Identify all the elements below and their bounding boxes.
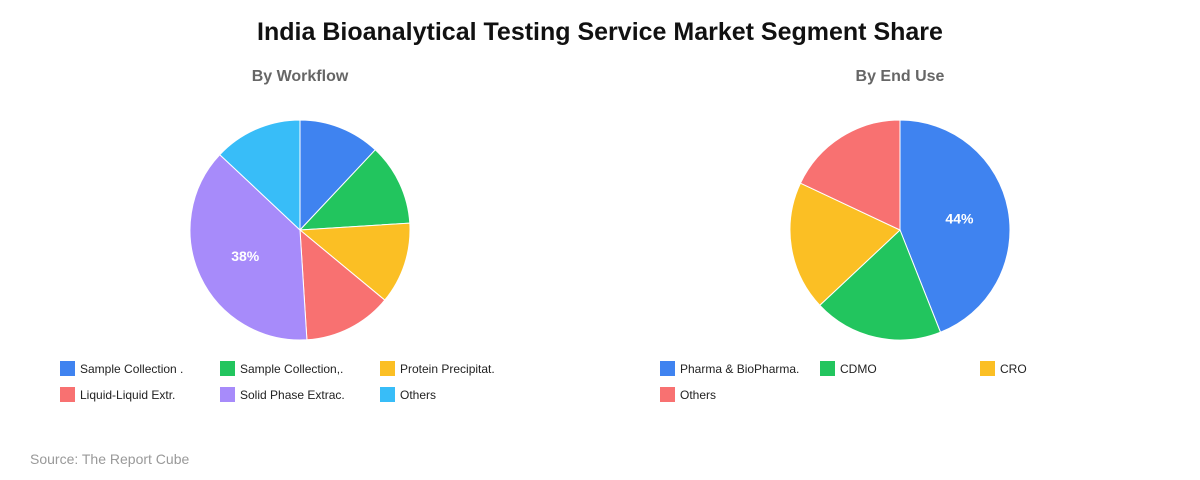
source-note: Source: The Report Cube — [30, 451, 190, 467]
legend-swatch — [220, 361, 235, 376]
legend-item-cdmo[interactable]: CDMO — [820, 361, 877, 376]
legend-item-liquid-liquid-extr[interactable]: Liquid-Liquid Extr. — [60, 387, 175, 402]
legend-label: Sample Collection . — [80, 361, 184, 376]
pie-slice-pharma-biopharma — [899, 119, 1011, 333]
legend-label: Solid Phase Extrac. — [240, 387, 345, 402]
legend-label: Pharma & BioPharma. — [680, 361, 800, 376]
legend-label: Others — [400, 387, 437, 402]
pie-slice-others — [219, 119, 301, 232]
legend-item-sample-collection[interactable]: Sample Collection,. — [220, 361, 343, 376]
legend-item-protein-precipitat[interactable]: Protein Precipitat. — [380, 361, 495, 376]
legend-label: CRO — [1000, 361, 1027, 376]
pie-slice-cro — [789, 182, 901, 307]
legend-label: CDMO — [840, 361, 877, 376]
legend-item-pharma-biopharma[interactable]: Pharma & BioPharma. — [660, 361, 799, 376]
slice-data-label: 38% — [231, 248, 260, 264]
legend-item-cro[interactable]: CRO — [980, 361, 1027, 376]
legend-swatch — [380, 387, 395, 402]
legend-item-others[interactable]: Others — [380, 387, 436, 402]
legend-swatch — [820, 361, 835, 376]
pie-slice-solid-phase-extrac — [189, 153, 308, 341]
workflow-pie: 38% — [189, 119, 411, 341]
legend-swatch — [980, 361, 995, 376]
legend-label: Liquid-Liquid Extr. — [80, 387, 176, 402]
slice-data-label: 44% — [945, 211, 974, 227]
pie-slice-protein-precipitat — [298, 222, 411, 301]
page-title: India Bioanalytical Testing Service Mark… — [257, 18, 943, 46]
legend-swatch — [660, 387, 675, 402]
pie-slice-cdmo — [819, 229, 942, 341]
chart-title-workflow: By Workflow — [251, 68, 349, 85]
legend-label: Sample Collection,. — [240, 361, 344, 376]
end-use-chart: By End Use 44% Pharma & BioPharma. CDMO CR… — [600, 0, 1200, 440]
pie-slice-sample-collection — [299, 119, 377, 232]
legend-swatch — [60, 361, 75, 376]
legend-swatch — [60, 387, 75, 402]
legend-swatch — [660, 361, 675, 376]
pie-slice-sample-collection — [298, 149, 411, 231]
legend-item-sample-collection[interactable]: Sample Collection . — [60, 361, 183, 376]
chart-title-end-use: By End Use — [855, 68, 945, 85]
legend-swatch — [220, 387, 235, 402]
legend-label: Protein Precipitat. — [400, 361, 495, 376]
pie-slice-liquid-liquid-extr — [299, 228, 386, 341]
legend-swatch — [380, 361, 395, 376]
legend-label: Others — [680, 387, 717, 402]
pie-slice-others — [799, 119, 901, 231]
end-use-pie: 44% — [789, 119, 1011, 341]
workflow-chart: By Workflow 38% Sample Collection . Sampl… — [0, 0, 600, 440]
legend-item-others[interactable]: Others — [660, 387, 716, 402]
legend-item-solid-phase-extrac[interactable]: Solid Phase Extrac. — [220, 387, 345, 402]
